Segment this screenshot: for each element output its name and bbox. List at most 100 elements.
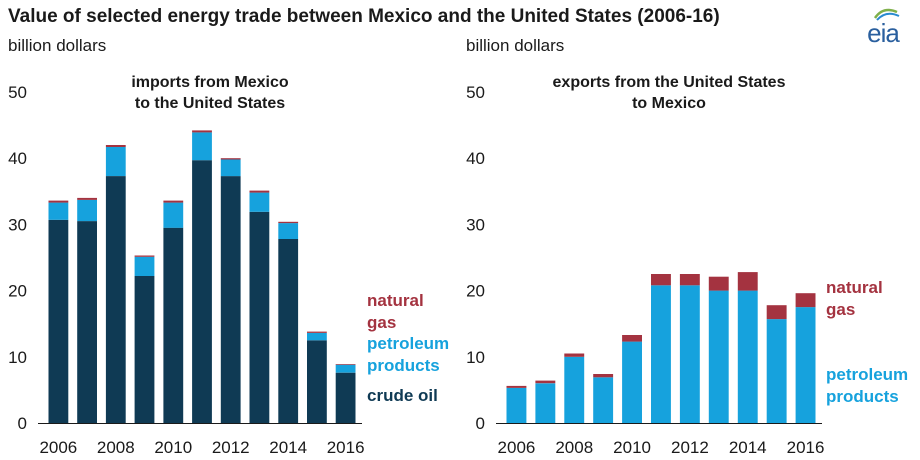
panel-title: imports from Mexico xyxy=(131,74,289,91)
bar-segment-petroleum_products-2014 xyxy=(278,223,299,239)
bar-segment-natural_gas-2009 xyxy=(593,374,614,378)
series-label-natural_gas: natural xyxy=(367,291,424,310)
bar-segment-natural_gas-2015 xyxy=(766,305,787,320)
bar-segment-natural_gas-2011 xyxy=(651,274,671,286)
bar-segment-petroleum_products-2016 xyxy=(795,307,816,423)
bar-segment-petroleum_products-2012 xyxy=(679,285,700,423)
bar-segment-petroleum_products-2009 xyxy=(593,377,614,423)
y-tick-label: 10 xyxy=(8,348,27,367)
x-tick-label: 2016 xyxy=(787,438,825,457)
bar-segment-petroleum_products-2007 xyxy=(535,383,556,423)
x-tick-label: 2012 xyxy=(212,438,250,457)
bar-segment-petroleum_products-2007 xyxy=(77,199,97,222)
bar-segment-petroleum_products-2011 xyxy=(651,285,671,423)
bar-segment-petroleum_products-2009 xyxy=(134,256,155,276)
bar-segment-natural_gas-2007 xyxy=(77,197,97,200)
series-label-natural_gas: gas xyxy=(826,300,855,319)
panel-subtitle: to the United States xyxy=(135,95,285,112)
y-tick-label: 50 xyxy=(466,83,485,102)
bar-segment-natural_gas-2013 xyxy=(249,190,270,193)
panel-title: exports from the United States xyxy=(553,74,786,91)
bar-segment-petroleum_products-2013 xyxy=(708,290,729,423)
bar-segment-natural_gas-2014 xyxy=(737,272,758,291)
bar-segment-crude_oil-2012 xyxy=(220,176,241,423)
y-tick-label: 40 xyxy=(466,149,485,168)
series-label-natural_gas: gas xyxy=(367,313,396,332)
y-axis-label: billion dollars xyxy=(466,36,564,55)
bar-segment-crude_oil-2010 xyxy=(163,227,184,423)
bar-segment-natural_gas-2008 xyxy=(105,145,126,147)
bar-segment-petroleum_products-2010 xyxy=(622,341,642,423)
bar-segment-petroleum_products-2008 xyxy=(105,146,126,176)
x-tick-label: 2010 xyxy=(613,438,651,457)
bar-segment-petroleum_products-2013 xyxy=(249,192,270,212)
bar-segment-natural_gas-2007 xyxy=(535,380,556,384)
bar-segment-natural_gas-2016 xyxy=(335,364,356,365)
bar-segment-natural_gas-2011 xyxy=(192,130,212,133)
bar-segment-crude_oil-2011 xyxy=(192,160,212,423)
bar-segment-petroleum_products-2006 xyxy=(48,202,69,220)
bar-segment-natural_gas-2014 xyxy=(278,221,299,224)
x-tick-label: 2008 xyxy=(97,438,135,457)
bar-segment-crude_oil-2008 xyxy=(105,176,126,423)
bar-segment-petroleum_products-2012 xyxy=(220,159,241,177)
bar-segment-natural_gas-2006 xyxy=(506,385,527,388)
x-tick-label: 2014 xyxy=(729,438,767,457)
panel-subtitle: to Mexico xyxy=(632,95,706,112)
series-label-petroleum_products: petroleum xyxy=(367,334,449,353)
bar-segment-natural_gas-2009 xyxy=(134,255,155,257)
x-tick-label: 2016 xyxy=(327,438,365,457)
series-label-natural_gas: natural xyxy=(826,278,883,297)
bar-segment-natural_gas-2010 xyxy=(622,335,642,342)
y-tick-label: 50 xyxy=(8,83,27,102)
y-tick-label: 30 xyxy=(466,215,485,234)
bar-segment-natural_gas-2008 xyxy=(564,353,585,357)
x-tick-label: 2006 xyxy=(498,438,536,457)
x-tick-label: 2012 xyxy=(671,438,709,457)
chart-panel-2: billion dollars exports from the United S… xyxy=(466,36,908,457)
bar-segment-petroleum_products-2015 xyxy=(766,319,787,423)
bar-segment-petroleum_products-2016 xyxy=(335,364,356,373)
y-tick-label: 0 xyxy=(18,414,27,433)
x-tick-label: 2006 xyxy=(39,438,77,457)
x-tick-label: 2008 xyxy=(555,438,593,457)
series-label-petroleum_products: petroleum xyxy=(826,365,908,384)
bar-segment-natural_gas-2010 xyxy=(163,200,184,203)
bar-segment-petroleum_products-2006 xyxy=(506,387,527,423)
y-tick-label: 40 xyxy=(8,149,27,168)
chart-panel-1: billion dollars imports from Mexico to the… xyxy=(8,36,449,457)
bar-segment-crude_oil-2016 xyxy=(335,372,356,423)
bar-segment-petroleum_products-2014 xyxy=(737,290,758,423)
bar-segment-crude_oil-2014 xyxy=(278,239,299,423)
y-tick-label: 20 xyxy=(466,282,485,301)
y-tick-label: 0 xyxy=(476,414,485,433)
bar-segment-crude_oil-2013 xyxy=(249,211,270,423)
bar-segment-natural_gas-2015 xyxy=(307,331,327,333)
bar-segment-petroleum_products-2011 xyxy=(192,132,212,161)
series-label-petroleum_products: products xyxy=(826,387,899,406)
logo-text: eia xyxy=(867,18,900,48)
bar-segment-natural_gas-2012 xyxy=(679,274,700,286)
eia-logo: eia xyxy=(853,4,913,48)
bar-segment-natural_gas-2006 xyxy=(48,200,69,203)
bar-segment-natural_gas-2016 xyxy=(795,293,816,308)
bar-segment-crude_oil-2009 xyxy=(134,276,155,423)
bar-segment-crude_oil-2006 xyxy=(48,219,69,423)
y-axis-label: billion dollars xyxy=(8,36,106,55)
chart-title: Value of selected energy trade between M… xyxy=(8,6,720,27)
y-tick-label: 30 xyxy=(8,215,27,234)
logo-swoosh-icon xyxy=(873,8,900,21)
bar-segment-natural_gas-2012 xyxy=(220,158,241,160)
bar-segment-crude_oil-2015 xyxy=(307,340,327,424)
y-tick-label: 10 xyxy=(466,348,485,367)
y-tick-label: 20 xyxy=(8,282,27,301)
bar-segment-petroleum_products-2008 xyxy=(564,356,585,423)
x-tick-label: 2014 xyxy=(269,438,307,457)
series-label-petroleum_products: products xyxy=(367,356,440,375)
bar-segment-crude_oil-2007 xyxy=(77,221,97,423)
bar-segment-petroleum_products-2010 xyxy=(163,202,184,228)
bar-segment-natural_gas-2013 xyxy=(708,276,729,291)
x-tick-label: 2010 xyxy=(154,438,192,457)
series-label-crude_oil: crude oil xyxy=(367,386,438,405)
